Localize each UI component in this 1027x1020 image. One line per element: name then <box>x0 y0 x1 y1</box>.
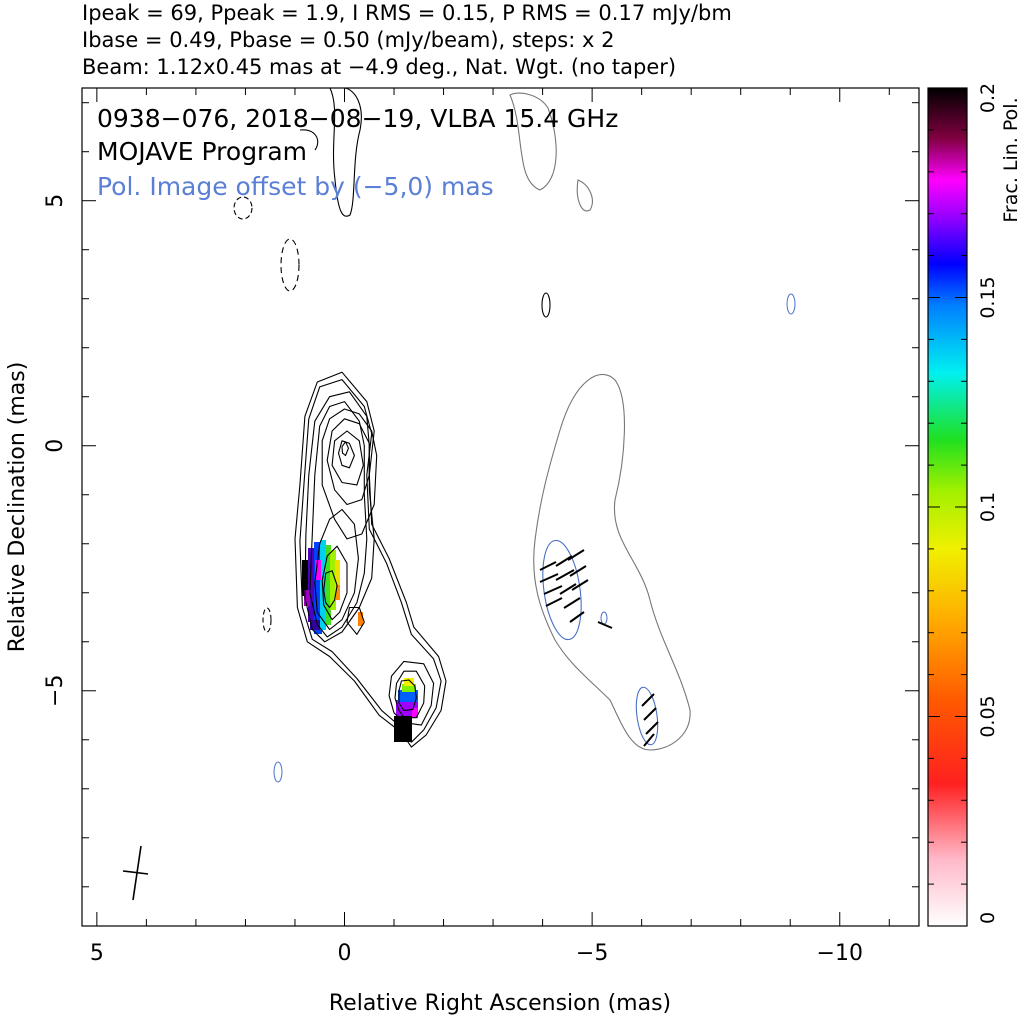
stokes-i-contour-9 <box>321 545 348 621</box>
x-tick-label: −10 <box>817 941 863 966</box>
y-axis-label: Relative Declination (mas) <box>5 362 30 653</box>
plot-frame <box>81 87 920 927</box>
x-tick-label: −5 <box>576 941 608 966</box>
stokes-i-contour-11 <box>346 606 365 635</box>
y-tick-label: 5 <box>43 194 68 208</box>
contour-top-fragment-2 <box>299 129 319 151</box>
negative-contour-3 <box>233 196 253 220</box>
stokes-i-contour-8 <box>314 508 359 631</box>
source-annotation: 0938−076, 2018−08−19, VLBA 15.4 GHz <box>97 104 618 133</box>
stokes-i-contour-6 <box>304 391 375 643</box>
program-annotation: MOJAVE Program <box>97 137 307 166</box>
stokes-i-contour-14 <box>331 430 364 486</box>
stokes-i-contours <box>294 371 447 748</box>
stokes-i-contour-2 <box>299 379 442 743</box>
pol-contour-5 <box>786 293 796 315</box>
x-tick-label: 0 <box>337 941 351 966</box>
stokes-i-contour-12 <box>321 408 378 540</box>
pol-outline-top-2 <box>576 179 593 212</box>
offset-annotation: Pol. Image offset by (−5,0) mas <box>97 172 494 201</box>
header-line-2: Ibase = 0.49, Pbase = 0.50 (mJy/beam), s… <box>82 28 615 52</box>
colorbar-tick-label: 0.2 <box>977 83 999 113</box>
x-tick-label: 5 <box>90 941 104 966</box>
plot-area <box>122 88 796 901</box>
stokes-i-contour-13 <box>326 418 370 506</box>
y-tick-label: 0 <box>43 439 68 453</box>
y-tick-label: −5 <box>43 675 68 707</box>
negative-contour-1 <box>280 238 300 292</box>
x-axis-label: Relative Right Ascension (mas) <box>329 991 671 1016</box>
stokes-i-contour-1 <box>294 371 447 748</box>
colorbar-tick-label: 0.1 <box>977 492 999 522</box>
axis-ticks <box>82 88 919 926</box>
contour-top-left-fragment <box>329 88 362 217</box>
pol-outline-top <box>509 92 557 191</box>
stokes-i-contour-10 <box>323 570 338 609</box>
pol-total-intensity-outline <box>533 373 691 751</box>
stokes-i-contour-15 <box>337 440 355 469</box>
pol-contour-4 <box>273 761 283 783</box>
x-tick-labels: 5 0 −5 −10 <box>90 941 863 966</box>
stokes-i-contour-16 <box>341 441 350 457</box>
beam-marker <box>122 845 149 901</box>
negative-contour-2 <box>262 607 272 633</box>
pol-contour-1 <box>542 539 582 641</box>
y-tick-labels: 5 0 −5 <box>43 194 68 707</box>
colorbar-tick-label: 0 <box>977 912 999 924</box>
positive-contour-small <box>541 292 551 318</box>
pol-contour-2 <box>635 686 659 746</box>
stokes-i-contour-3 <box>388 660 435 726</box>
colorbar-tick-label: 0.15 <box>977 276 999 318</box>
colorbar-tick-label: 0.05 <box>977 695 999 737</box>
fpol-pixels <box>302 540 418 742</box>
stokes-i-contour-5 <box>398 679 417 711</box>
header-line-1: Ipeak = 69, Ppeak = 1.9, I RMS = 0.15, P… <box>82 1 732 25</box>
stokes-i-contour-4 <box>394 670 426 719</box>
colorbar-ticks: 0 0.05 0.1 0.15 0.2 <box>928 83 999 927</box>
header-line-3: Beam: 1.12x0.45 mas at −4.9 deg., Nat. W… <box>82 55 677 79</box>
colorbar-label: Frac. Lin. Pol. <box>1000 97 1022 222</box>
pol-contour-3 <box>600 611 608 625</box>
evpa-vectors <box>539 549 659 747</box>
